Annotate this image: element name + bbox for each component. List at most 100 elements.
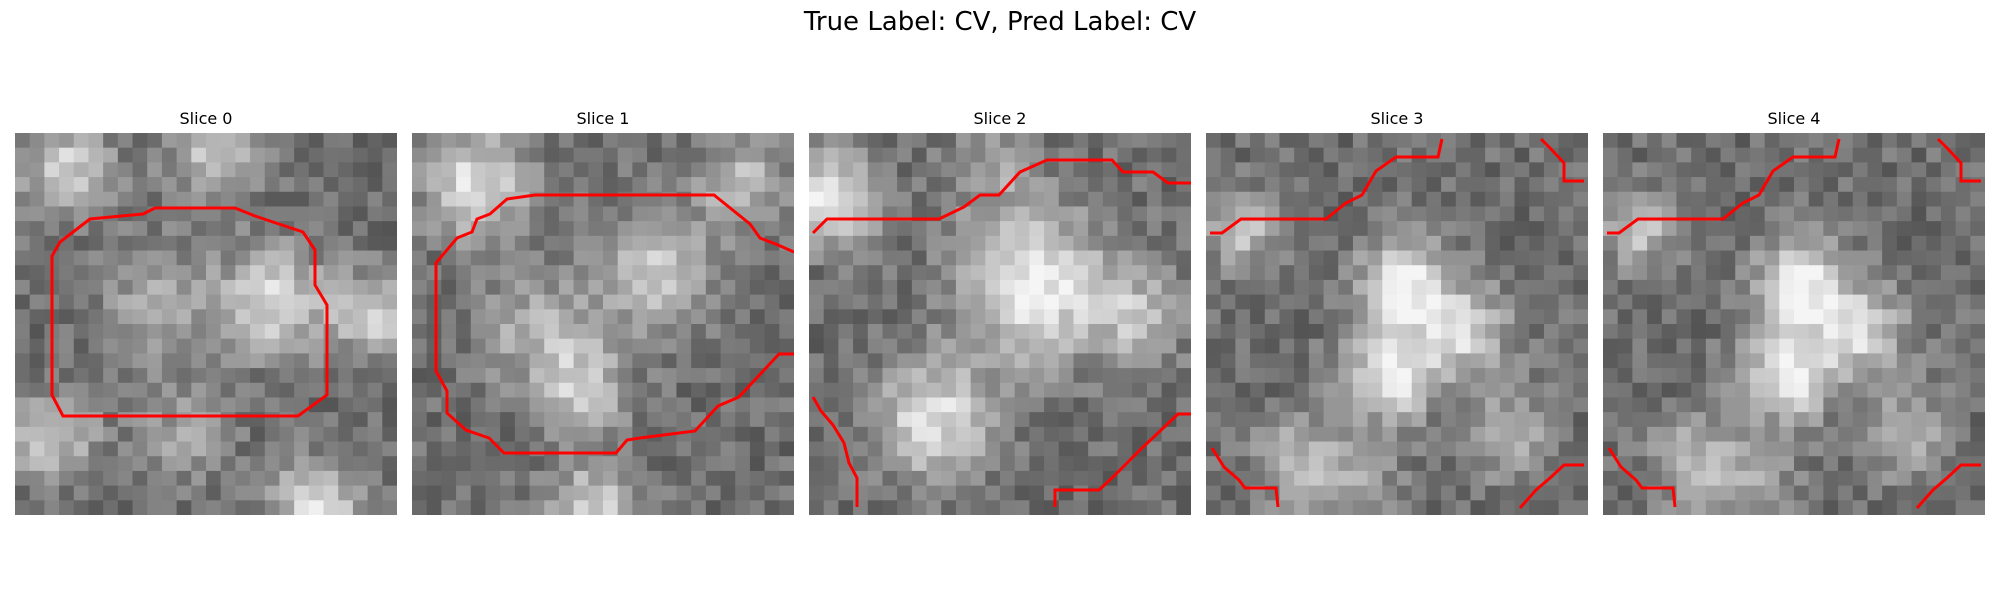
pixel bbox=[1264, 221, 1281, 237]
pixel bbox=[1000, 279, 1016, 296]
pixel bbox=[1911, 221, 1927, 237]
pixel bbox=[809, 162, 825, 178]
pixel bbox=[1543, 441, 1560, 457]
pixel bbox=[1367, 279, 1383, 296]
pixel bbox=[661, 133, 678, 149]
pixel bbox=[382, 397, 397, 413]
pixel bbox=[308, 221, 325, 237]
pixel bbox=[264, 265, 281, 281]
pixel bbox=[809, 133, 825, 149]
pixel bbox=[412, 177, 428, 193]
pixel bbox=[338, 485, 354, 501]
pixel bbox=[161, 279, 178, 296]
pixel bbox=[1455, 221, 1472, 237]
pixel bbox=[1206, 250, 1222, 266]
pixel bbox=[15, 397, 31, 413]
pixel bbox=[897, 191, 913, 208]
pixel bbox=[1235, 324, 1251, 340]
pixel bbox=[838, 221, 854, 237]
pixel bbox=[1514, 338, 1530, 354]
pixel bbox=[1411, 426, 1427, 443]
contour-line bbox=[1607, 138, 1841, 235]
pixel bbox=[1426, 470, 1442, 487]
pixel bbox=[1882, 265, 1898, 281]
pixel bbox=[514, 221, 531, 237]
pixel bbox=[1220, 177, 1236, 193]
pixel bbox=[1779, 206, 1795, 222]
pixel bbox=[352, 235, 369, 252]
pixel bbox=[1940, 485, 1957, 501]
pixel bbox=[1647, 441, 1663, 457]
pixel bbox=[1308, 309, 1325, 325]
pixel bbox=[1426, 162, 1442, 178]
pixel bbox=[1220, 485, 1236, 501]
pixel bbox=[1206, 485, 1222, 501]
pixel bbox=[382, 441, 397, 457]
pixel bbox=[1838, 191, 1854, 208]
pixel bbox=[1117, 309, 1133, 325]
pixel bbox=[500, 397, 516, 413]
pixel bbox=[691, 353, 707, 369]
pixel bbox=[941, 147, 957, 163]
pixel bbox=[603, 133, 619, 149]
pixel bbox=[1250, 235, 1266, 252]
pixel bbox=[176, 162, 192, 178]
pixel bbox=[853, 177, 869, 193]
pixel bbox=[1014, 133, 1030, 149]
pixel bbox=[1794, 279, 1810, 296]
pixel bbox=[1852, 353, 1869, 369]
pixel bbox=[1235, 309, 1251, 325]
pixel bbox=[1558, 133, 1574, 149]
pixel bbox=[485, 368, 501, 384]
pixel bbox=[352, 470, 369, 487]
pixel bbox=[352, 162, 369, 178]
pixel bbox=[500, 235, 516, 252]
pixel bbox=[838, 500, 854, 515]
pixel bbox=[132, 294, 148, 310]
pixel bbox=[147, 250, 163, 266]
contour-line bbox=[1518, 463, 1584, 509]
pixel bbox=[1000, 324, 1016, 340]
pixel bbox=[1603, 191, 1619, 208]
pixel bbox=[544, 177, 560, 193]
pixel bbox=[1426, 221, 1442, 237]
pixel bbox=[323, 147, 339, 163]
pixel bbox=[823, 162, 839, 178]
pixel bbox=[88, 133, 104, 149]
pixel bbox=[1926, 177, 1942, 193]
pixel bbox=[1220, 133, 1236, 149]
pixel bbox=[970, 206, 986, 222]
pixel bbox=[1455, 426, 1472, 443]
pixel bbox=[1808, 177, 1824, 193]
pixel bbox=[1352, 191, 1369, 208]
pixel bbox=[514, 338, 531, 354]
pixel bbox=[970, 133, 986, 149]
pixel bbox=[1455, 500, 1472, 515]
pixel bbox=[308, 500, 325, 515]
pixel bbox=[1161, 426, 1177, 443]
pixel bbox=[1382, 279, 1398, 296]
pixel bbox=[544, 500, 560, 515]
pixel bbox=[1352, 456, 1369, 472]
pixel bbox=[500, 456, 516, 472]
pixel bbox=[1632, 294, 1648, 310]
pixel bbox=[1514, 324, 1530, 340]
pixel bbox=[1044, 177, 1060, 193]
pixel bbox=[441, 397, 457, 413]
pixel bbox=[500, 368, 516, 384]
pixel bbox=[632, 250, 648, 266]
pixel bbox=[367, 294, 383, 310]
contour-line bbox=[1210, 447, 1280, 508]
pixel bbox=[1955, 353, 1971, 369]
pixel bbox=[1896, 279, 1913, 296]
pixel bbox=[1794, 338, 1810, 354]
pixel bbox=[514, 265, 531, 281]
pixel bbox=[1117, 397, 1133, 413]
pixel bbox=[1955, 368, 1971, 384]
pixel bbox=[1499, 162, 1516, 178]
pixel bbox=[1308, 191, 1325, 208]
pixel bbox=[1485, 279, 1501, 296]
pixel bbox=[441, 456, 457, 472]
pixel bbox=[161, 162, 178, 178]
pixel bbox=[88, 265, 104, 281]
